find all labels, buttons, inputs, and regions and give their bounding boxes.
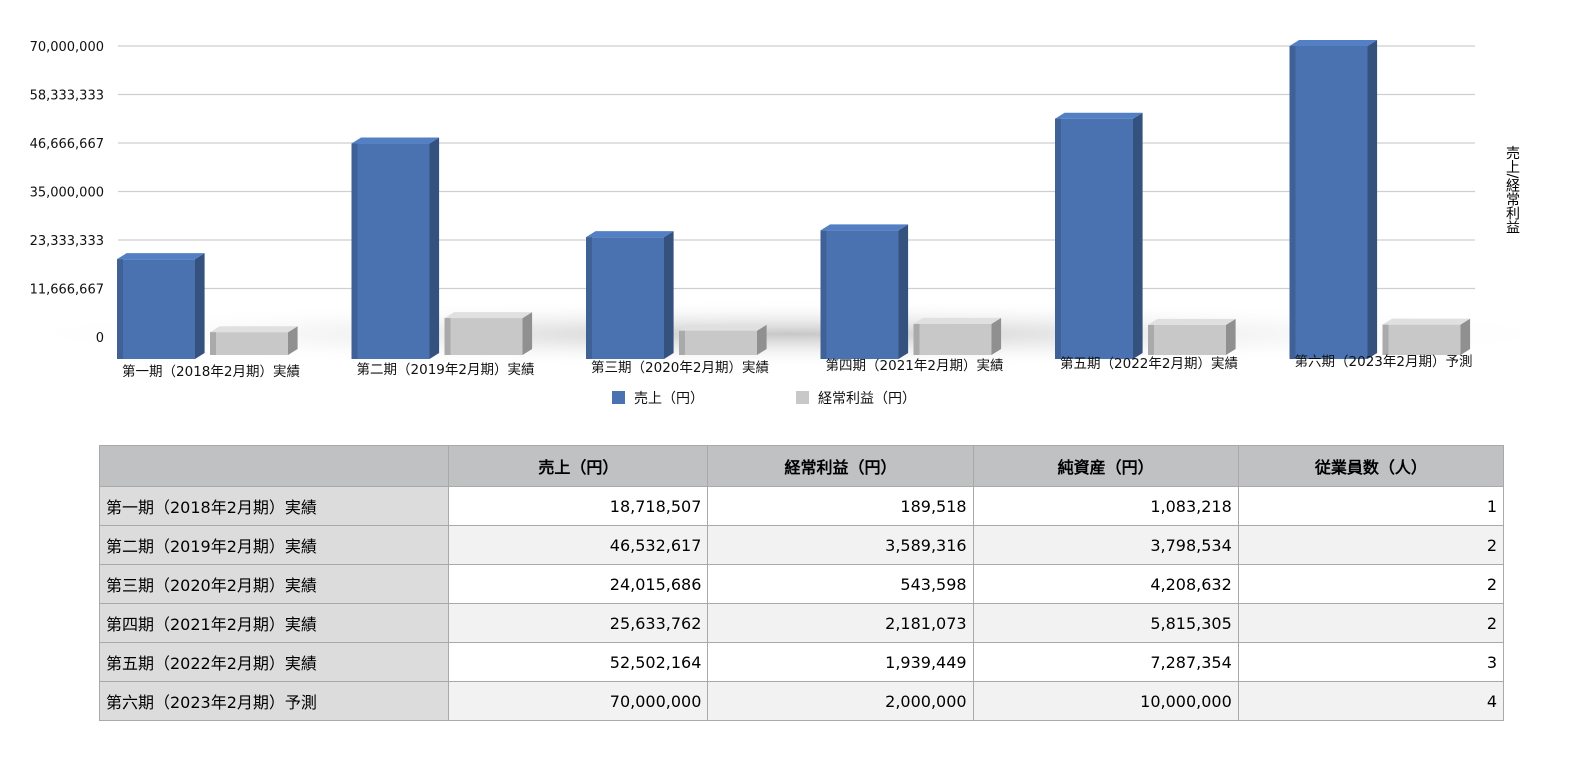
x-tick-label: 第一期（2018年2月期）実績 <box>122 363 300 380</box>
table-cell: 5,815,305 <box>972 603 1239 643</box>
table-cell: 1,939,449 <box>707 642 974 682</box>
table-cell: 3,589,316 <box>707 525 974 565</box>
y-axis-ticks: 0 11,666,667 23,333,333 35,000,000 46,666,66… <box>30 40 104 346</box>
x-tick-label: 第六期（2023年2月期）予測 <box>1295 353 1473 370</box>
table-cell: 4 <box>1237 681 1505 721</box>
y-axis-label: 売上/経常利益 <box>1504 146 1520 235</box>
table-cell: 10,000,000 <box>972 681 1239 721</box>
table-cell: 24,015,686 <box>448 564 709 604</box>
table-cell: 2,000,000 <box>707 681 974 721</box>
table-row: 第六期（2023年2月期）予測 70,000,000 2,000,000 10,000… <box>98 681 1505 721</box>
bar-chart: 0 11,666,667 23,333,333 35,000,000 46,666,66… <box>0 40 1590 407</box>
table-cell: 4,208,632 <box>972 564 1239 604</box>
table-cell: 189,518 <box>707 486 974 526</box>
legend-label: 売上（円） <box>634 391 704 407</box>
column-header: 従業員数（人） <box>1237 445 1505 487</box>
table-row: 第一期（2018年2月期）実績 18,718,507 189,518 1,083,21… <box>98 486 1505 526</box>
column-header: 経常利益（円） <box>707 445 974 487</box>
table-cell: 70,000,000 <box>448 681 709 721</box>
y-tick-label: 46,666,667 <box>30 137 104 152</box>
bar-sales <box>1055 112 1143 360</box>
legend-swatch <box>796 391 809 404</box>
row-label: 第五期（2022年2月期）実績 <box>98 642 450 682</box>
table-cell: 1 <box>1237 486 1505 526</box>
legend-label: 経常利益（円） <box>818 391 916 407</box>
data-table: 売上（円） 経常利益（円） 純資産（円） 従業員数（人） 第一期（2018年2月… <box>98 445 1505 721</box>
bar-profit <box>444 312 533 355</box>
table-cell: 52,502,164 <box>448 642 709 682</box>
table-cell: 3,798,534 <box>972 525 1239 565</box>
x-axis-ticks: 第一期（2018年2月期）実績 第二期（2019年2月期）実績 第三期（2020年2… <box>122 353 1472 380</box>
table-cell: 543,598 <box>707 564 974 604</box>
row-label: 第三期（2020年2月期）実績 <box>98 564 450 604</box>
y-tick-label: 0 <box>96 331 104 346</box>
row-label: 第一期（2018年2月期）実績 <box>98 486 450 526</box>
row-label: 第四期（2021年2月期）実績 <box>98 603 450 643</box>
column-header: 純資産（円） <box>972 445 1239 487</box>
legend-item: 売上（円） <box>612 391 704 407</box>
bar-sales <box>1289 40 1378 359</box>
table-corner-cell <box>98 445 450 487</box>
table-cell: 1,083,218 <box>972 486 1239 526</box>
x-tick-label: 第三期（2020年2月期）実績 <box>591 359 769 376</box>
table-cell: 18,718,507 <box>448 486 709 526</box>
chart-gridlines <box>118 45 1475 290</box>
x-tick-label: 第二期（2019年2月期）実績 <box>357 361 535 378</box>
table-cell: 2 <box>1237 603 1505 643</box>
bar-sales <box>351 137 440 359</box>
table-row: 第四期（2021年2月期）実績 25,633,762 2,181,073 5,815,… <box>98 603 1505 643</box>
legend-item: 経常利益（円） <box>796 391 916 407</box>
table-cell: 46,532,617 <box>448 525 709 565</box>
table-cell: 2 <box>1237 525 1505 565</box>
table-header-row: 売上（円） 経常利益（円） 純資産（円） 従業員数（人） <box>98 445 1505 487</box>
row-label: 第六期（2023年2月期）予測 <box>98 681 450 721</box>
row-label: 第二期（2019年2月期）実績 <box>98 525 450 565</box>
y-tick-label: 23,333,333 <box>30 234 104 249</box>
table-row: 第五期（2022年2月期）実績 52,502,164 1,939,449 7,287,… <box>98 642 1505 682</box>
table-row: 第二期（2019年2月期）実績 46,532,617 3,589,316 3,798,… <box>98 525 1505 565</box>
bar-profit <box>913 317 1002 355</box>
bar-sales <box>820 224 909 359</box>
legend-swatch <box>612 391 625 404</box>
bar-profit <box>1382 318 1471 355</box>
column-header: 売上（円） <box>448 445 709 487</box>
table-cell: 25,633,762 <box>448 603 709 643</box>
table-body: 第一期（2018年2月期）実績 18,718,507 189,518 1,083,21… <box>98 486 1505 721</box>
bar-sales <box>117 253 205 359</box>
x-tick-label: 第四期（2021年2月期）実績 <box>826 357 1004 374</box>
table-cell: 3 <box>1237 642 1505 682</box>
bar-profit <box>1148 318 1236 355</box>
table-cell: 7,287,354 <box>972 642 1239 682</box>
y-tick-label: 35,000,000 <box>30 186 104 201</box>
bar-profit <box>210 326 298 355</box>
x-tick-label: 第五期（2022年2月期）実績 <box>1060 355 1238 372</box>
table-cell: 2,181,073 <box>707 603 974 643</box>
y-tick-label: 58,333,333 <box>30 89 104 104</box>
chart-bars <box>117 40 1471 360</box>
table-cell: 2 <box>1237 564 1505 604</box>
bar-sales <box>586 231 674 359</box>
table-row: 第三期（2020年2月期）実績 24,015,686 543,598 4,208,63… <box>98 564 1505 604</box>
chart-legend: 売上（円） 経常利益（円） <box>612 391 916 407</box>
y-tick-label: 11,666,667 <box>30 283 104 298</box>
y-tick-label: 70,000,000 <box>30 40 104 55</box>
bar-profit <box>679 324 767 355</box>
